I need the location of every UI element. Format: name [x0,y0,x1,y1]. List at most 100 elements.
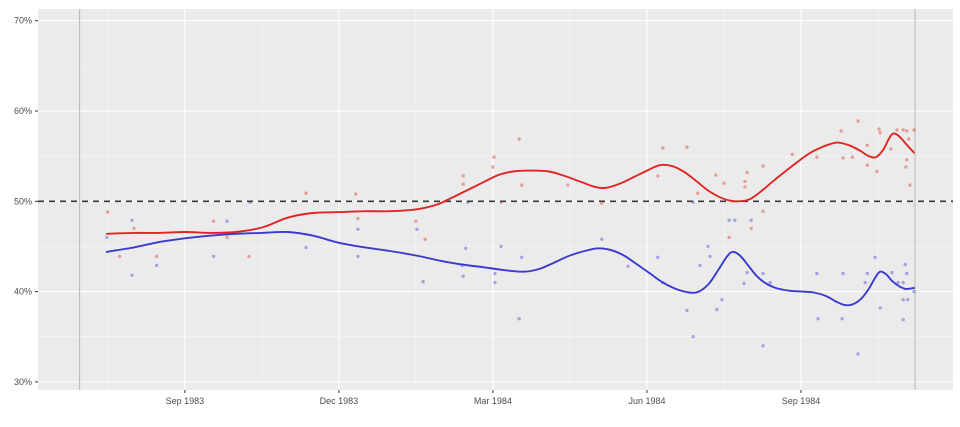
poll-point-red [865,143,869,147]
poll-point-blue [727,218,731,222]
poll-point-blue [841,271,845,276]
poll-point-red [517,137,521,141]
poll-point-blue [815,271,819,276]
poll-point-blue [901,317,905,322]
poll-point-red [714,173,718,177]
poll-point-red [908,183,912,187]
poll-point-red [905,158,909,162]
poll-point-blue [896,280,900,285]
poll-point-red [878,131,882,135]
poll-point-blue [742,281,746,286]
poll-point-red [696,191,700,195]
poll-point-red [414,219,418,223]
poll-point-blue [878,306,882,310]
vertical-reference-lines [79,9,916,390]
poll-point-red [247,254,251,259]
poll-point-blue [154,263,159,268]
poll-point-blue [906,298,910,302]
poll-point-red [685,145,689,149]
poll-point-blue [626,264,630,268]
poll-point-red [877,127,881,131]
poll-point-blue [356,254,360,259]
axes: 30% 40% 50% 60% 70% Sep 1983 Dec 1983 Mar 1984 J… [14,16,820,406]
poll-point-red [520,183,524,187]
poll-point-red [850,155,855,159]
poll-point-red [912,128,916,132]
poll-point-blue [905,271,909,276]
poll-point-red [461,174,465,178]
poll-point-red [904,165,908,169]
red-poll-points [106,119,916,259]
poll-point-blue [356,227,360,231]
poll-point-red [566,183,570,187]
poll-point-red [889,147,893,151]
poll-point-red [354,192,358,196]
poll-point-red [656,174,660,178]
x-axis-label: Jun 1984 [628,396,665,406]
poll-point-red [117,254,122,259]
poll-point-red [423,237,427,241]
poll-point-red [211,219,216,223]
poll-point-blue [903,262,907,267]
poll-point-blue [656,255,660,259]
poll-point-blue [761,344,765,348]
y-axis-label: 70% [14,16,32,26]
poll-point-blue [225,219,229,223]
poll-point-blue [421,280,425,284]
poll-point-blue [105,235,109,240]
poll-point-blue [840,317,844,321]
x-axis-label: Dec 1983 [320,396,359,406]
poll-point-red [600,201,604,205]
poll-point-blue [493,280,497,285]
poll-point-blue [130,273,134,277]
poll-point-red [727,235,731,240]
poll-point-blue [761,271,765,276]
poll-point-blue [520,255,524,259]
poll-point-red [841,156,845,160]
poll-point-blue [461,274,465,278]
poll-point-blue [691,335,695,339]
poll-point-blue [873,255,877,259]
poll-point-red [745,170,749,175]
poll-point-blue [733,218,737,222]
poll-point-red [856,119,860,123]
poll-point-blue [890,270,894,275]
poll-point-blue [749,218,753,222]
red-trend-line [105,132,915,235]
poll-point-blue [901,280,905,285]
poll-point-red [749,226,753,231]
poll-point-red [875,169,879,174]
poll-point-red [761,164,765,168]
poll-point-blue [768,280,772,285]
x-axis-label: Sep 1984 [782,396,821,406]
blue-poll-points [105,200,916,356]
poll-point-red [722,181,726,185]
poll-point-blue [863,280,867,285]
poll-point-blue [720,298,724,302]
poll-point-blue [685,308,689,313]
poll-point-red [839,129,843,133]
poll-point-red [461,182,465,186]
poll-point-blue [211,254,216,259]
poll-point-red [132,226,136,231]
poll-point-blue [499,244,503,249]
poll-point-blue [706,244,710,249]
poll-point-blue [517,317,521,321]
poll-point-blue [856,352,860,356]
poll-point-blue [901,298,905,302]
poll-point-blue [698,263,702,268]
blue-trend-line [105,230,915,307]
major-gridlines [38,9,953,390]
poll-point-red [901,128,905,132]
poll-point-red [761,209,765,213]
y-axis-label: 40% [14,287,32,297]
poll-point-red [895,128,899,132]
poll-point-red [492,155,496,159]
poll-point-blue [816,317,820,321]
poll-point-blue [715,307,719,312]
y-axis-label: 30% [14,377,32,387]
y-axis-label: 50% [14,196,32,206]
poll-point-red [661,146,665,150]
